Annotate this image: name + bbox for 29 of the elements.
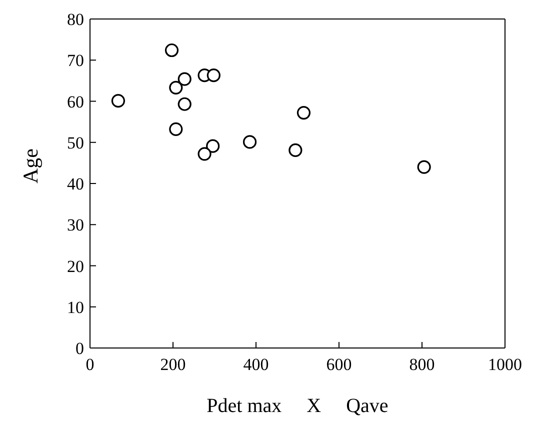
y-tick-label: 20 bbox=[67, 256, 84, 276]
point bbox=[206, 68, 220, 82]
x-axis-title: Pdet max X Qave bbox=[206, 395, 388, 417]
y-tick-label: 0 bbox=[76, 339, 84, 358]
y-tick-label: 10 bbox=[67, 298, 84, 317]
y-tick-label: 40 bbox=[67, 174, 84, 194]
point bbox=[169, 122, 183, 136]
x-tick-label: 1000 bbox=[488, 355, 522, 374]
point bbox=[169, 80, 183, 94]
point bbox=[198, 147, 212, 161]
y-tick-label: 30 bbox=[67, 216, 84, 235]
point bbox=[164, 43, 179, 58]
y-tick-label: 50 bbox=[67, 133, 84, 152]
x-tick-label: 200 bbox=[160, 355, 186, 374]
point bbox=[178, 72, 192, 86]
x-tick-label: 600 bbox=[326, 355, 352, 374]
point bbox=[242, 135, 257, 149]
point bbox=[178, 97, 192, 111]
point bbox=[111, 94, 126, 108]
point bbox=[417, 160, 431, 174]
y-tick-label: 80 bbox=[67, 10, 84, 30]
y-tick-label: 70 bbox=[67, 51, 84, 70]
point bbox=[206, 139, 220, 153]
point bbox=[288, 143, 302, 157]
point bbox=[296, 106, 311, 120]
x-tick-label: 400 bbox=[243, 355, 269, 374]
x-tick-label: 800 bbox=[409, 355, 435, 374]
y-axis-title: Age bbox=[18, 148, 42, 184]
y-tick-label: 60 bbox=[67, 92, 84, 112]
